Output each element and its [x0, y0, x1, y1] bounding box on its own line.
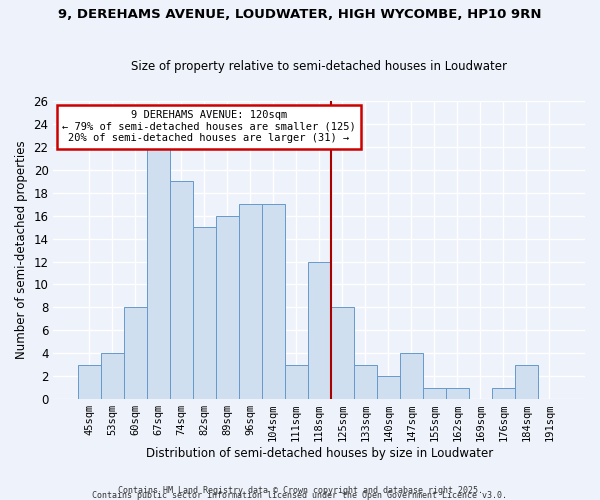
X-axis label: Distribution of semi-detached houses by size in Loudwater: Distribution of semi-detached houses by …: [146, 447, 493, 460]
Bar: [124, 308, 146, 399]
Bar: [331, 308, 354, 399]
Bar: [377, 376, 400, 399]
Bar: [515, 364, 538, 399]
Text: 9, DEREHAMS AVENUE, LOUDWATER, HIGH WYCOMBE, HP10 9RN: 9, DEREHAMS AVENUE, LOUDWATER, HIGH WYCO…: [58, 8, 542, 20]
Bar: [101, 353, 124, 399]
Bar: [284, 364, 308, 399]
Bar: [146, 147, 170, 399]
Bar: [77, 364, 101, 399]
Y-axis label: Number of semi-detached properties: Number of semi-detached properties: [15, 141, 28, 360]
Bar: [423, 388, 446, 399]
Bar: [170, 182, 193, 399]
Bar: [446, 388, 469, 399]
Text: Contains HM Land Registry data © Crown copyright and database right 2025.: Contains HM Land Registry data © Crown c…: [118, 486, 482, 495]
Title: Size of property relative to semi-detached houses in Loudwater: Size of property relative to semi-detach…: [131, 60, 507, 74]
Bar: [400, 353, 423, 399]
Bar: [308, 262, 331, 399]
Bar: [262, 204, 284, 399]
Text: 9 DEREHAMS AVENUE: 120sqm
← 79% of semi-detached houses are smaller (125)
20% of: 9 DEREHAMS AVENUE: 120sqm ← 79% of semi-…: [62, 110, 356, 144]
Bar: [492, 388, 515, 399]
Bar: [193, 227, 215, 399]
Bar: [239, 204, 262, 399]
Text: Contains public sector information licensed under the Open Government Licence v3: Contains public sector information licen…: [92, 491, 508, 500]
Bar: [215, 216, 239, 399]
Bar: [354, 364, 377, 399]
